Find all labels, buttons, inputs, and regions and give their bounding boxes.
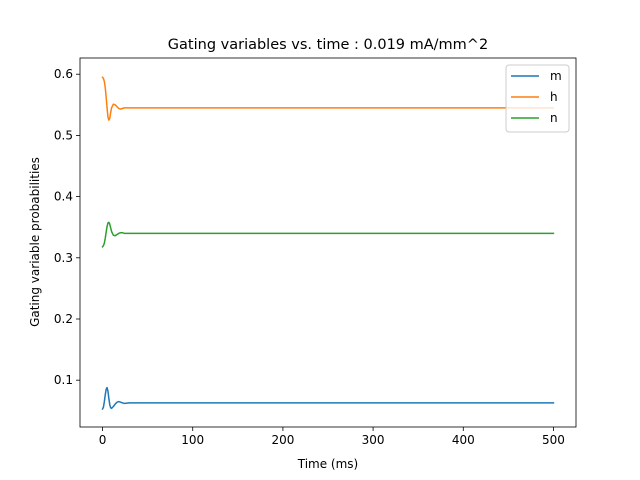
y-tick-label: 0.6: [54, 67, 73, 81]
y-axis-label: Gating variable probabilities: [28, 157, 42, 327]
y-tick-label: 0.1: [54, 373, 73, 387]
y-tick-label: 0.5: [54, 128, 73, 142]
axes-frame: [79, 57, 577, 428]
x-tick-label: 500: [542, 433, 565, 447]
chart-title: Gating variables vs. time : 0.019 mA/mm^…: [168, 37, 488, 53]
legend-label-h: h: [550, 90, 558, 104]
x-tick-label: 100: [181, 433, 204, 447]
x-tick-label: 400: [452, 433, 475, 447]
series-layer: [101, 76, 555, 410]
x-axis-label: Time (ms): [297, 457, 359, 471]
legend-box: [505, 64, 570, 133]
legend-label-n: n: [550, 111, 558, 125]
legend: mhn: [505, 64, 570, 133]
x-axis-ticks: 0 100 200 300 400 500: [99, 427, 565, 447]
series-line-h: [101, 76, 555, 121]
series-line-m: [101, 386, 555, 410]
plot-area: [80, 58, 576, 427]
x-tick-label: 200: [271, 433, 294, 447]
y-tick-label: 0.2: [54, 312, 73, 326]
series-line-n: [101, 221, 555, 248]
x-tick-label: 300: [362, 433, 385, 447]
y-tick-label: 0.3: [54, 251, 73, 265]
y-tick-label: 0.4: [54, 190, 73, 204]
y-axis-ticks: 0.1 0.2 0.3 0.4 0.5 0.6: [54, 67, 80, 387]
x-tick-label: 0: [99, 433, 107, 447]
legend-label-m: m: [550, 69, 562, 83]
